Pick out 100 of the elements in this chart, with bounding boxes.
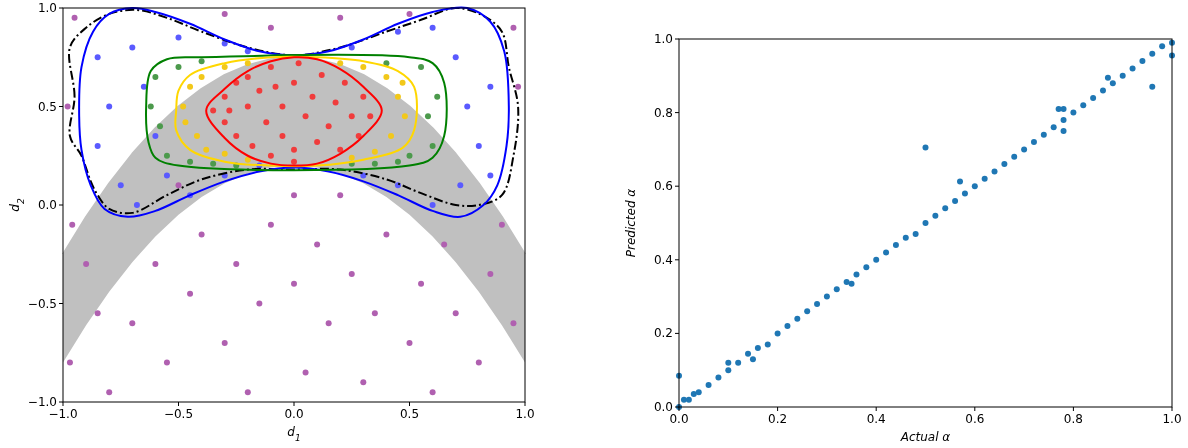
point: [233, 79, 240, 86]
point: [348, 113, 355, 120]
point: [244, 103, 251, 110]
point: [341, 79, 348, 86]
y-tick-label: 0.0: [37, 198, 57, 212]
point: [180, 103, 187, 110]
point: [337, 146, 344, 153]
point: [424, 113, 431, 120]
point: [175, 182, 182, 189]
point: [394, 158, 401, 165]
point: [429, 202, 436, 208]
point: [198, 231, 205, 238]
point: [198, 73, 205, 80]
point: [129, 320, 136, 327]
y-tick-label: 0.2: [653, 326, 673, 341]
point: [318, 71, 325, 78]
point: [187, 158, 194, 165]
point: [429, 24, 436, 31]
point: [94, 54, 101, 61]
point: [360, 379, 367, 386]
point: [233, 261, 240, 268]
point: [475, 142, 482, 149]
y-tick-label: 0.4: [653, 252, 673, 267]
point: [291, 192, 297, 199]
point: [394, 93, 401, 100]
point: [510, 24, 517, 31]
point: [163, 359, 170, 366]
point: [267, 152, 274, 159]
point: [418, 280, 425, 287]
point: [244, 389, 251, 396]
point: [210, 160, 217, 167]
x-tick-label: 0.6: [965, 412, 985, 426]
point: [348, 270, 355, 277]
x-tick-label: 0.0: [284, 407, 304, 421]
point: [152, 73, 159, 80]
point: [117, 182, 124, 189]
x-axis-title: d$_{1}$: [287, 425, 301, 443]
point: [441, 241, 448, 248]
point: [302, 369, 309, 376]
point: [325, 320, 332, 327]
point: [429, 389, 436, 396]
point: [429, 142, 436, 149]
point: [295, 60, 302, 67]
point: [498, 221, 505, 228]
point: [434, 93, 441, 100]
y-tick-label: −0.5: [27, 296, 57, 311]
point: [332, 99, 339, 106]
y-tick-label: 1.0: [37, 1, 57, 15]
y-axis-title: Predicted α: [624, 188, 638, 258]
point: [401, 113, 408, 120]
point: [272, 83, 279, 90]
point: [348, 44, 355, 51]
point: [337, 14, 344, 21]
point: [221, 93, 228, 100]
point: [291, 158, 297, 165]
point: [360, 93, 367, 100]
point: [256, 87, 263, 94]
point: [399, 79, 406, 86]
point: [221, 339, 228, 346]
x-tick-label: 0.4: [866, 412, 886, 426]
point: [256, 300, 263, 307]
point: [175, 34, 182, 41]
point: [291, 146, 297, 153]
point: [157, 123, 164, 130]
point: [291, 79, 297, 86]
point: [152, 261, 159, 268]
point: [66, 359, 73, 366]
point: [233, 133, 240, 140]
point: [163, 152, 170, 159]
point: [406, 339, 413, 346]
point: [487, 172, 494, 179]
x-tick-label: 1.0: [1162, 412, 1182, 426]
point: [147, 103, 154, 110]
point: [383, 73, 390, 80]
point: [64, 103, 71, 110]
y-tick-label: −1.0: [27, 395, 57, 409]
point: [487, 83, 494, 90]
point: [226, 107, 233, 114]
point: [71, 14, 78, 21]
point: [457, 182, 464, 189]
point: [221, 150, 228, 157]
x-tick-label: −1.0: [48, 407, 78, 421]
point: [267, 64, 274, 71]
x-tick-label: 1.0: [515, 407, 535, 421]
x-axis-title: Actual α: [899, 430, 951, 444]
point: [383, 231, 390, 238]
point: [394, 28, 401, 35]
point: [203, 146, 210, 153]
y-tick-label: 1.0: [653, 32, 673, 46]
point: [464, 103, 471, 110]
point: [244, 60, 251, 67]
point: [406, 152, 413, 159]
x-tick-label: 0.2: [768, 412, 788, 426]
x-tick-label: 0.0: [669, 412, 689, 426]
y-tick-label: 0.6: [653, 179, 673, 194]
point: [452, 310, 459, 317]
y-tick-label: 0.8: [653, 105, 673, 120]
point: [152, 133, 159, 140]
x-tick-label: −0.5: [163, 407, 194, 421]
point: [279, 103, 286, 110]
